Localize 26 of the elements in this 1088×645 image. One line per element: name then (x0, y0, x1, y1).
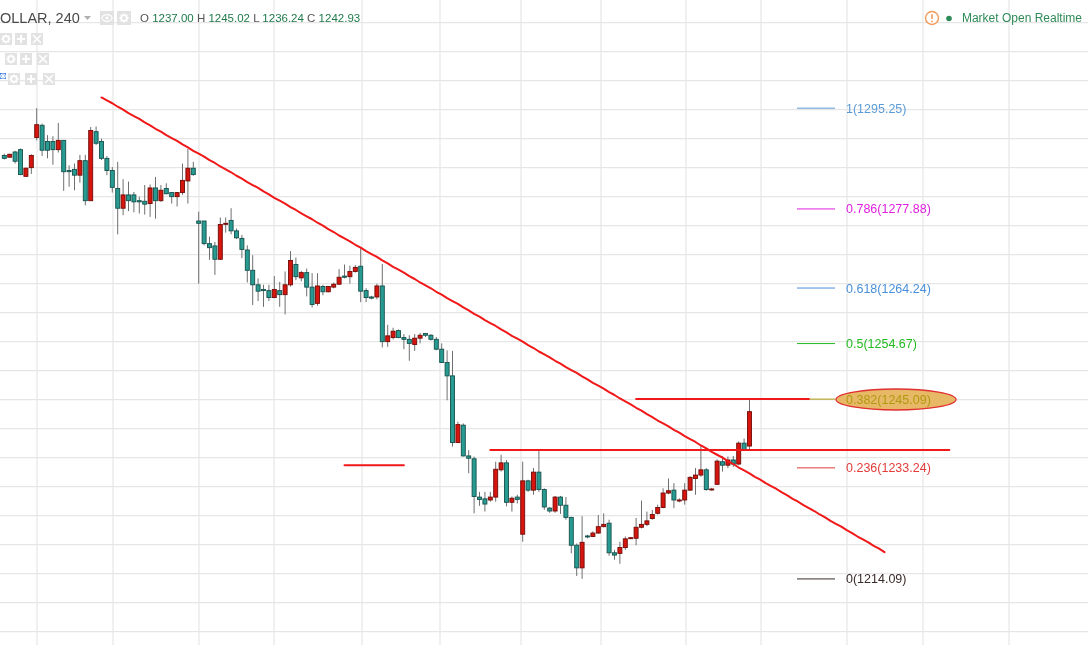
text: OLLAR, 240 (0, 10, 80, 26)
ref-line-label: 0.786(1277.88) (846, 202, 931, 217)
ref-line-label: 0.382(1245.09) (846, 392, 931, 407)
candlestick (115, 161, 121, 235)
candlestick (714, 458, 720, 486)
ref-line-label: 0(1214.09) (846, 572, 907, 587)
candlestick (55, 122, 61, 154)
candlestick (293, 257, 299, 281)
text: O 1237.00 H 1245.02 L 1236.24 C 1242.93 (140, 12, 361, 24)
ref-line-label: 0.236(1233.24) (846, 461, 931, 476)
candlestick (153, 176, 158, 220)
candlestick (147, 183, 153, 218)
candlestick (671, 482, 677, 509)
candlestick (34, 107, 40, 141)
candlestick (531, 467, 536, 496)
candlestick (77, 154, 83, 184)
candlestick (28, 153, 34, 175)
annotation: Market Open Realtime (961, 11, 1083, 25)
candlestick (315, 272, 320, 307)
ref-line-label: 1(1295.25) (846, 101, 907, 116)
candlestick (703, 467, 709, 492)
candlestick (277, 281, 283, 308)
ref-line-label: 0.618(1264.24) (846, 281, 931, 296)
candlestick (509, 496, 515, 513)
ref-line-label: 0.5(1254.67) (846, 337, 917, 352)
candlestick (120, 178, 126, 216)
